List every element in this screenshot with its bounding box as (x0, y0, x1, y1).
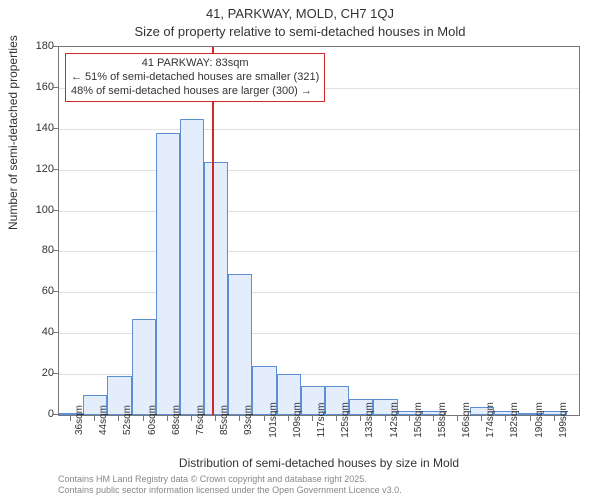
x-tick-mark (385, 416, 386, 421)
gridline (59, 292, 579, 293)
x-tick-mark (457, 416, 458, 421)
y-tick-label: 20 (14, 367, 54, 379)
y-tick-mark (53, 332, 58, 333)
x-tick-mark (118, 416, 119, 421)
annotation-box: 41 PARKWAY: 83sqm ← 51% of semi-detached… (65, 53, 325, 102)
x-tick-label: 60sqm (147, 405, 158, 435)
histogram-bar (132, 319, 156, 415)
x-tick-label: 174sqm (485, 402, 496, 438)
y-tick-mark (53, 210, 58, 211)
x-tick-label: 117sqm (316, 403, 327, 438)
y-tick-mark (53, 250, 58, 251)
x-tick-mark (70, 416, 71, 421)
chart-container: 41, PARKWAY, MOLD, CH7 1QJ Size of prope… (0, 0, 600, 500)
x-tick-label: 125sqm (340, 402, 351, 438)
x-tick-label: 133sqm (364, 402, 375, 438)
y-tick-mark (53, 128, 58, 129)
x-tick-label: 68sqm (171, 405, 182, 435)
gridline (59, 251, 579, 252)
x-tick-label: 142sqm (389, 402, 400, 438)
x-tick-mark (409, 416, 410, 421)
x-tick-mark (554, 416, 555, 421)
x-tick-mark (167, 416, 168, 421)
gridline (59, 129, 579, 130)
histogram-bar (156, 133, 180, 415)
y-tick-mark (53, 291, 58, 292)
x-tick-mark (288, 416, 289, 421)
y-tick-mark (53, 414, 58, 415)
x-axis-label: Distribution of semi-detached houses by … (58, 456, 580, 470)
x-tick-label: 190sqm (534, 402, 545, 438)
y-tick-label: 160 (14, 81, 54, 93)
x-tick-label: 150sqm (413, 402, 424, 438)
gridline (59, 211, 579, 212)
y-tick-label: 120 (14, 163, 54, 175)
x-tick-mark (312, 416, 313, 421)
x-tick-mark (191, 416, 192, 421)
x-tick-mark (94, 416, 95, 421)
chart-title: Size of property relative to semi-detach… (0, 24, 600, 39)
x-tick-label: 109sqm (292, 402, 303, 438)
y-tick-label: 40 (14, 326, 54, 338)
chart-supertitle: 41, PARKWAY, MOLD, CH7 1QJ (0, 6, 600, 21)
y-tick-label: 60 (14, 285, 54, 297)
x-tick-label: 44sqm (98, 405, 109, 435)
y-tick-label: 180 (14, 40, 54, 52)
x-tick-mark (505, 416, 506, 421)
y-tick-label: 0 (14, 408, 54, 420)
y-tick-mark (53, 46, 58, 47)
attribution: Contains HM Land Registry data © Crown c… (58, 474, 402, 496)
x-tick-mark (360, 416, 361, 421)
attribution-line2: Contains public sector information licen… (58, 485, 402, 496)
x-tick-label: 76sqm (195, 405, 206, 435)
x-tick-label: 52sqm (122, 405, 133, 435)
x-tick-mark (481, 416, 482, 421)
attribution-line1: Contains HM Land Registry data © Crown c… (58, 474, 402, 485)
y-tick-label: 80 (14, 244, 54, 256)
histogram-bar (180, 119, 204, 415)
annotation-title: 41 PARKWAY: 83sqm (71, 57, 319, 71)
y-tick-label: 140 (14, 122, 54, 134)
x-tick-label: 93sqm (243, 405, 254, 435)
x-tick-label: 182sqm (509, 402, 520, 438)
annotation-smaller: ← 51% of semi-detached houses are smalle… (71, 71, 319, 85)
x-tick-label: 36sqm (74, 405, 85, 435)
x-tick-mark (143, 416, 144, 421)
x-tick-mark (239, 416, 240, 421)
y-tick-label: 100 (14, 204, 54, 216)
histogram-bar (204, 162, 228, 416)
y-tick-mark (53, 87, 58, 88)
x-tick-label: 166sqm (461, 402, 472, 438)
annotation-larger: 48% of semi-detached houses are larger (… (71, 85, 319, 99)
y-tick-mark (53, 373, 58, 374)
plot-area: 41 PARKWAY: 83sqm ← 51% of semi-detached… (58, 46, 580, 416)
x-tick-mark (530, 416, 531, 421)
x-tick-label: 101sqm (268, 402, 279, 438)
x-tick-mark (264, 416, 265, 421)
gridline (59, 170, 579, 171)
x-tick-label: 158sqm (437, 402, 448, 438)
x-tick-mark (215, 416, 216, 421)
x-tick-label: 199sqm (558, 402, 569, 438)
x-tick-mark (336, 416, 337, 421)
histogram-bar (228, 274, 252, 415)
x-tick-label: 85sqm (219, 405, 230, 435)
y-tick-mark (53, 169, 58, 170)
x-tick-mark (433, 416, 434, 421)
